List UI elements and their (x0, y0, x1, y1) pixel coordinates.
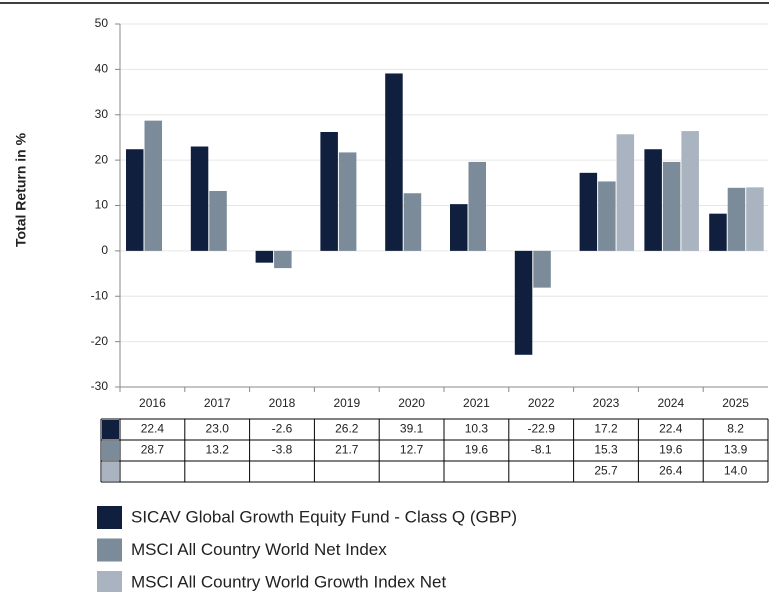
bar (514, 250, 533, 355)
table-cell: 19.6 (465, 443, 489, 457)
bar (468, 161, 486, 251)
bar (644, 149, 662, 251)
x-tick-label: 2016 (139, 396, 166, 410)
table-cell: 15.3 (594, 443, 618, 457)
x-tick-label: 2020 (398, 396, 425, 410)
table-cell: 10.3 (465, 422, 489, 436)
bar (681, 131, 699, 251)
y-axis-label: Total Return in % (13, 132, 29, 247)
table-cell: 19.6 (659, 443, 683, 457)
table-cell: 21.7 (335, 443, 359, 457)
bar (579, 172, 598, 251)
table-cell: 13.9 (724, 443, 748, 457)
legend-label: SICAV Global Growth Equity Fund - Class … (131, 507, 517, 526)
bar (255, 250, 274, 263)
bar (209, 190, 227, 251)
bar (403, 193, 422, 251)
table-cell: 22.4 (141, 422, 165, 436)
legend-swatch (97, 506, 122, 529)
y-tick-label: 30 (95, 107, 109, 121)
legend-swatch (97, 571, 122, 592)
bar (338, 152, 357, 251)
table-cell: 22.4 (659, 422, 683, 436)
x-tick-label: 2024 (657, 396, 684, 410)
bar (709, 213, 727, 251)
bar (190, 146, 209, 251)
y-tick-label: 20 (95, 152, 109, 166)
y-tick-label: -20 (91, 334, 109, 348)
legend-swatch (97, 538, 122, 562)
bar (616, 134, 635, 251)
bar (662, 161, 681, 251)
table-swatch (102, 420, 119, 439)
bar (533, 250, 551, 288)
x-tick-label: 2019 (333, 396, 360, 410)
legend-label: MSCI All Country World Growth Index Net (131, 572, 447, 591)
bar (450, 204, 468, 251)
table-cell: 13.2 (206, 443, 230, 457)
bar (144, 120, 162, 251)
table-swatch (102, 441, 119, 460)
y-tick-label: 10 (95, 198, 109, 212)
legend-label: MSCI All Country World Net Index (131, 540, 387, 559)
table-cell: 8.2 (727, 422, 744, 436)
table-cell: 28.7 (141, 443, 165, 457)
table-cell: -22.9 (528, 422, 556, 436)
bar (598, 181, 616, 251)
table-cell: -8.1 (531, 443, 552, 457)
y-tick-label: -30 (91, 379, 109, 393)
x-tick-label: 2022 (528, 396, 555, 410)
table-swatch (102, 462, 119, 481)
table-cell: -2.6 (272, 422, 293, 436)
table-cell: 23.0 (206, 422, 230, 436)
y-tick-label: 50 (95, 16, 109, 30)
x-tick-label: 2018 (269, 396, 296, 410)
table-cell: 26.2 (335, 422, 359, 436)
x-tick-label: 2025 (722, 396, 749, 410)
bar (727, 187, 746, 251)
bar (274, 250, 292, 269)
table-cell: 39.1 (400, 422, 424, 436)
x-tick-label: 2017 (204, 396, 231, 410)
y-tick-label: 40 (95, 62, 109, 76)
table-cell: 14.0 (724, 464, 748, 478)
table-cell: 12.7 (400, 443, 424, 457)
x-tick-label: 2023 (593, 396, 620, 410)
x-tick-label: 2021 (463, 396, 490, 410)
bar (746, 187, 764, 251)
table-cell: 17.2 (594, 422, 618, 436)
table-cell: -3.8 (272, 443, 293, 457)
y-tick-label: 0 (101, 243, 108, 257)
bar (320, 131, 338, 251)
table-cell: 25.7 (594, 464, 618, 478)
y-tick-label: -10 (91, 288, 109, 302)
bar (126, 149, 144, 251)
bar (385, 73, 403, 251)
table-cell: 26.4 (659, 464, 683, 478)
